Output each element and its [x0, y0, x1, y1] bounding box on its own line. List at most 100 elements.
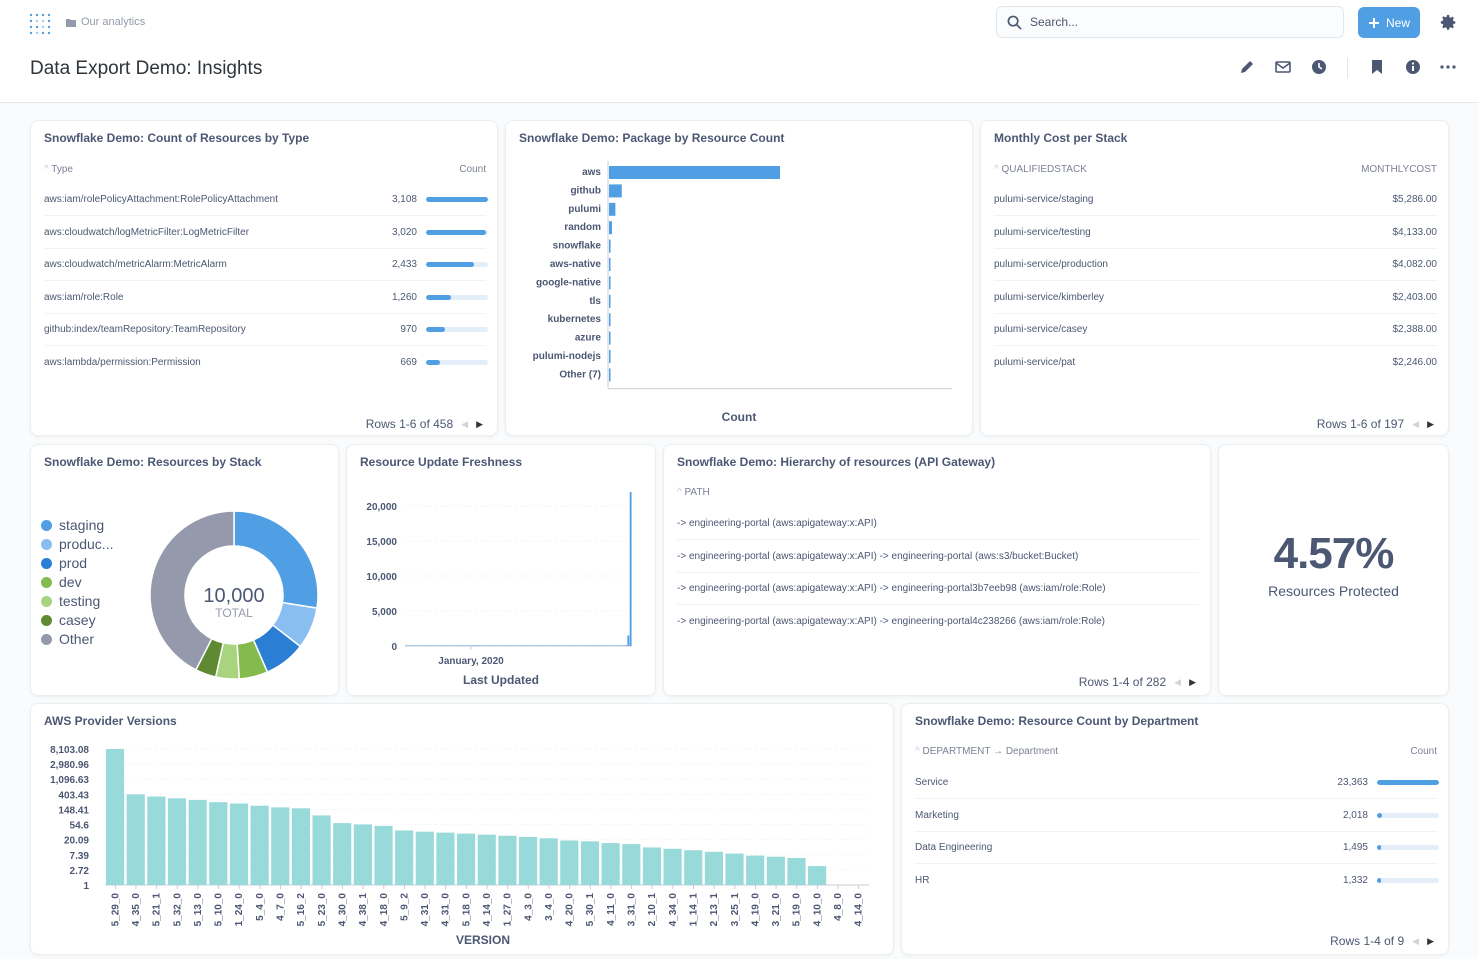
- histogram-bar[interactable]: [510, 645, 513, 646]
- histogram-bar[interactable]: [496, 645, 499, 646]
- histogram-bar[interactable]: [480, 645, 483, 646]
- version-bar[interactable]: [209, 802, 228, 885]
- histogram-bar[interactable]: [482, 645, 485, 646]
- histogram-bar[interactable]: [505, 645, 508, 646]
- bar[interactable]: [609, 331, 611, 345]
- version-bar[interactable]: [333, 823, 352, 885]
- bar[interactable]: [609, 313, 611, 327]
- histogram-bar[interactable]: [487, 645, 490, 646]
- bar[interactable]: [609, 368, 611, 382]
- version-bar[interactable]: [167, 798, 187, 885]
- histogram-bar[interactable]: [602, 645, 605, 646]
- histogram-bar[interactable]: [524, 645, 527, 646]
- column-header-count[interactable]: Count: [1410, 746, 1437, 757]
- histogram-bar[interactable]: [512, 645, 515, 646]
- search-input[interactable]: [1030, 15, 1330, 29]
- version-bar[interactable]: [147, 796, 166, 885]
- version-bar[interactable]: [291, 808, 310, 885]
- histogram-bar[interactable]: [464, 645, 467, 646]
- histogram-bar[interactable]: [437, 645, 439, 646]
- card-title[interactable]: Snowflake Demo: Resources by Stack: [44, 455, 262, 469]
- version-bar[interactable]: [415, 831, 434, 885]
- column-header-department[interactable]: ^ DEPARTMENT → Department: [915, 746, 1059, 757]
- legend-item[interactable]: dev: [41, 574, 82, 590]
- version-bar[interactable]: [126, 794, 145, 885]
- version-bar[interactable]: [580, 841, 600, 885]
- column-header-path[interactable]: ^ PATH: [677, 487, 710, 498]
- version-bar[interactable]: [663, 848, 682, 885]
- histogram-bar[interactable]: [455, 645, 458, 646]
- histogram-bar[interactable]: [434, 645, 437, 646]
- column-header-stack[interactable]: ^ QUALIFIEDSTACK: [994, 164, 1087, 175]
- histogram-bar[interactable]: [515, 645, 517, 646]
- histogram-bar[interactable]: [423, 645, 426, 646]
- histogram-bar[interactable]: [450, 645, 453, 646]
- histogram-bar[interactable]: [565, 645, 568, 646]
- previous-page-icon[interactable]: ◀: [1412, 418, 1420, 429]
- version-bar[interactable]: [704, 851, 723, 885]
- version-bar[interactable]: [560, 840, 579, 885]
- bar[interactable]: [609, 276, 611, 290]
- histogram-bar[interactable]: [421, 645, 423, 646]
- histogram-bar[interactable]: [439, 645, 442, 646]
- histogram-bar[interactable]: [521, 645, 524, 646]
- legend-item[interactable]: produc...: [41, 536, 113, 552]
- histogram-bar[interactable]: [570, 645, 572, 646]
- histogram-bar[interactable]: [441, 645, 444, 646]
- search-box[interactable]: [996, 6, 1344, 38]
- version-bar[interactable]: [684, 850, 703, 885]
- histogram-bar[interactable]: [409, 645, 412, 646]
- card-title[interactable]: Snowflake Demo: Hierarchy of resources (…: [677, 455, 996, 469]
- breadcrumb-collection[interactable]: Our analytics: [81, 16, 146, 28]
- card-title[interactable]: AWS Provider Versions: [44, 714, 177, 728]
- histogram-bar[interactable]: [579, 645, 582, 646]
- histogram-bar[interactable]: [499, 645, 501, 646]
- histogram-bar[interactable]: [485, 645, 488, 646]
- histogram-bar[interactable]: [501, 645, 504, 646]
- version-bar[interactable]: [477, 834, 496, 885]
- histogram-bar[interactable]: [622, 645, 625, 646]
- histogram-bar[interactable]: [432, 645, 435, 646]
- legend-item[interactable]: casey: [41, 612, 96, 628]
- metabase-logo-icon[interactable]: [28, 12, 52, 41]
- version-bar[interactable]: [106, 749, 125, 885]
- histogram-bar[interactable]: [462, 645, 465, 646]
- histogram-bar[interactable]: [418, 645, 421, 646]
- version-bar[interactable]: [395, 830, 414, 885]
- version-bar[interactable]: [622, 844, 641, 885]
- histogram-bar[interactable]: [595, 645, 598, 646]
- histogram-bar[interactable]: [549, 645, 552, 646]
- histogram-bar[interactable]: [471, 645, 474, 646]
- bar[interactable]: [609, 202, 616, 216]
- histogram-bar[interactable]: [560, 645, 563, 646]
- histogram-bar[interactable]: [478, 645, 481, 646]
- bar[interactable]: [609, 294, 611, 308]
- histogram-bar[interactable]: [563, 645, 566, 646]
- card-title[interactable]: Resource Update Freshness: [360, 455, 523, 469]
- previous-page-icon[interactable]: ◀: [461, 418, 469, 429]
- version-bar[interactable]: [808, 866, 827, 885]
- donut-slice[interactable]: [149, 510, 235, 671]
- histogram-bar[interactable]: [586, 645, 588, 646]
- bar[interactable]: [609, 221, 612, 235]
- version-bar[interactable]: [250, 805, 269, 885]
- histogram-bar[interactable]: [551, 645, 554, 646]
- histogram-bar[interactable]: [544, 645, 547, 646]
- histogram-bar[interactable]: [554, 645, 556, 646]
- histogram-bar[interactable]: [503, 645, 506, 646]
- histogram-bar[interactable]: [540, 645, 543, 646]
- histogram-bar[interactable]: [492, 645, 494, 646]
- subscription-icon[interactable]: [1275, 59, 1291, 80]
- histogram-bar[interactable]: [453, 645, 455, 646]
- histogram-bar[interactable]: [519, 645, 522, 646]
- card-title[interactable]: Monthly Cost per Stack: [994, 131, 1128, 145]
- legend-item[interactable]: testing: [41, 593, 100, 609]
- histogram-bar[interactable]: [427, 645, 430, 646]
- histogram-bar[interactable]: [556, 645, 559, 646]
- histogram-bar[interactable]: [542, 645, 545, 646]
- histogram-bar[interactable]: [574, 645, 577, 646]
- version-bar[interactable]: [518, 836, 538, 885]
- column-header-count[interactable]: Count: [459, 164, 486, 175]
- histogram-bar[interactable]: [517, 645, 520, 646]
- version-bar[interactable]: [601, 843, 620, 885]
